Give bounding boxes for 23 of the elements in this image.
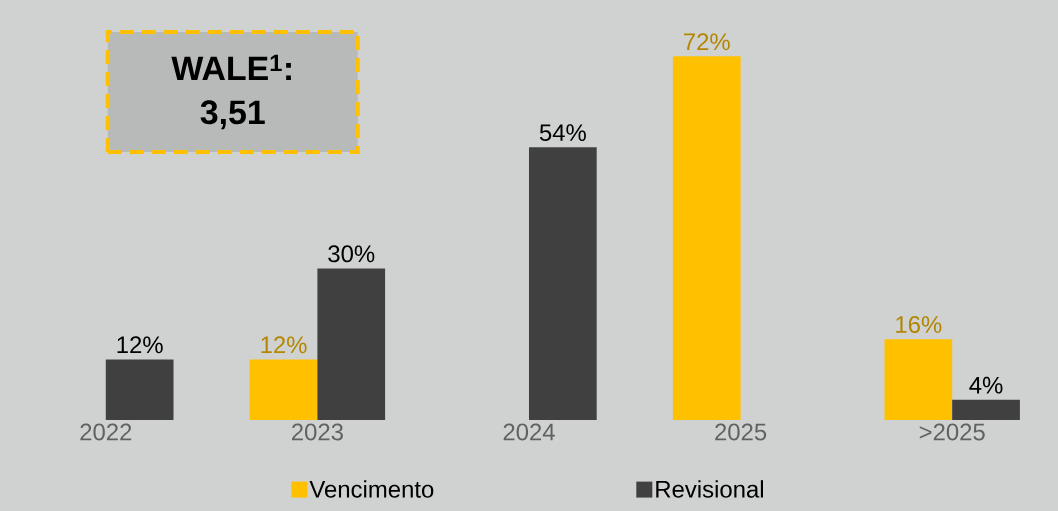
bar (528, 147, 597, 420)
x-tick-label: >2025 (919, 423, 985, 441)
data-label: 12% (117, 336, 163, 354)
bar (317, 268, 386, 420)
data-label: 30% (328, 245, 375, 263)
x-tick-label: 2023 (292, 423, 343, 441)
x-tick-label: 2025 (715, 423, 767, 441)
annotation: 3,51 (200, 100, 265, 130)
data-label: 12% (261, 336, 307, 354)
annotation: WALE$^{1}$: (171, 54, 291, 81)
bar (249, 359, 318, 420)
data-label: 72% (684, 33, 730, 51)
data-label: 4% (969, 376, 1003, 394)
data-label: 54% (539, 124, 586, 142)
x-tick-label: 2024 (503, 423, 555, 441)
data-label: 16% (896, 316, 942, 333)
bar (884, 339, 953, 420)
legend-label: Vencimento (309, 480, 434, 498)
bar (105, 359, 174, 420)
bar (672, 56, 741, 420)
legend-label: Revisional (656, 480, 763, 498)
x-tick-label: 2022 (80, 423, 132, 441)
bar (952, 399, 1020, 420)
